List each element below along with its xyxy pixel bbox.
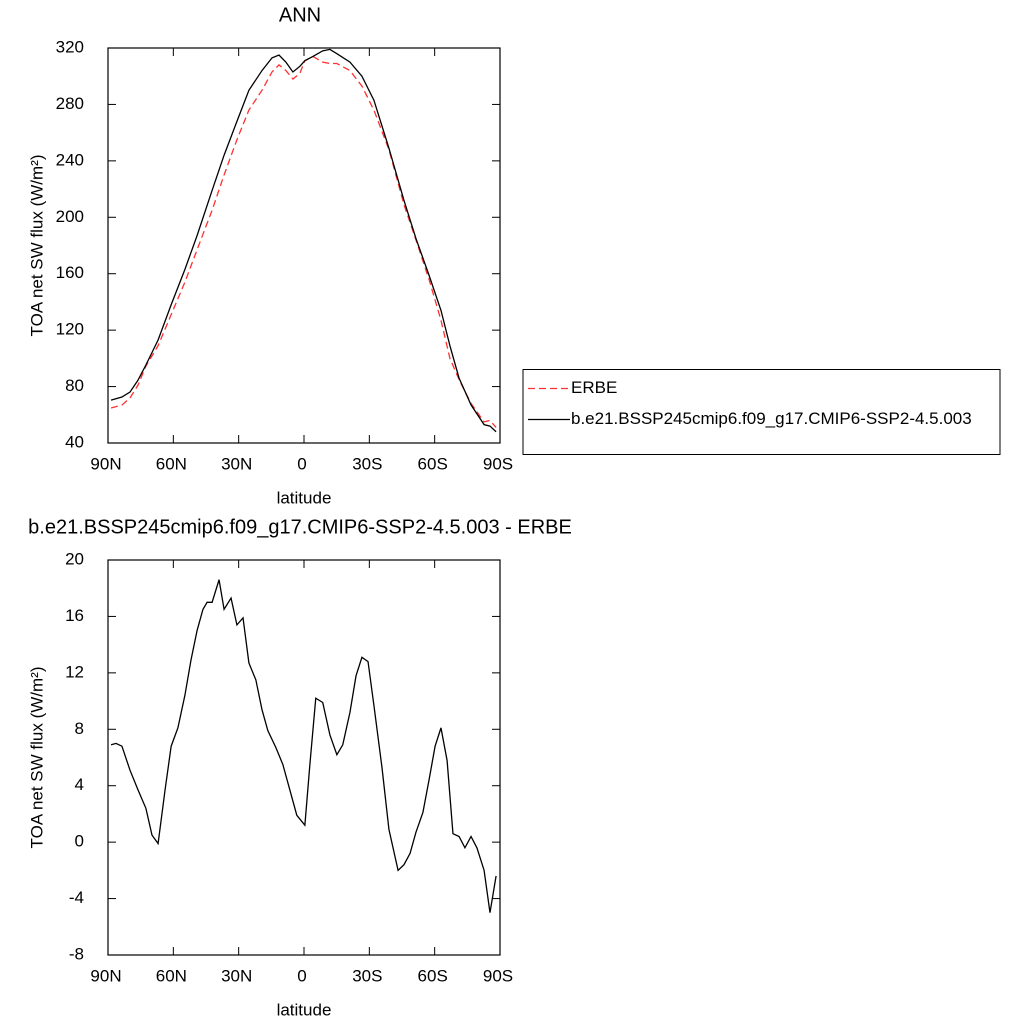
plot-frame [107,559,501,956]
series-line [110,55,497,428]
y-tick-label: 20 [65,549,84,568]
y-tick-label: -4 [69,888,84,907]
y-axis-label: TOA net SW flux (W/m²) [27,155,46,337]
legend-label: ERBE [571,378,617,397]
y-tick-label: 16 [65,606,84,625]
y-tick-label: 8 [75,719,84,738]
y-tick-label: 120 [56,320,84,339]
plot: ANN latitude TOA net SW flux (W/m²) 90N 60N 3… [27,4,513,507]
series-line [110,579,497,913]
x-tick-label: 60S [418,454,448,473]
x-tick-label: 30N [221,966,252,985]
y-tick-label: 4 [75,775,84,794]
x-axis-label: latitude [277,1000,332,1019]
x-tick-label: 30S [352,454,382,473]
y-tick-label: 80 [65,376,84,395]
y-tick-label: 12 [65,662,84,681]
y-axis-label: TOA net SW flux (W/m²) [27,667,46,849]
y-tick-label: 160 [56,263,84,282]
y-tick-label: 0 [75,832,84,851]
x-tick-label: 90S [483,966,513,985]
chart-title: ANN [279,4,321,26]
chart-title: b.e21.BSSP245cmip6.f09_g17.CMIP6-SSP2-4.… [28,516,572,538]
legend-box [522,369,1001,455]
x-tick-label: 60N [156,454,187,473]
y-tick-label: 280 [56,94,84,113]
legend: ERBE b.e21.BSSP245cmip6.f09_g17.CMIP6-SSP… [522,369,1001,455]
x-tick-label: 60N [156,966,187,985]
x-tick-label: 90N [90,454,121,473]
x-tick-label: 0 [297,966,306,985]
x-tick-label: 30S [352,966,382,985]
x-tick-label: 90N [90,966,121,985]
y-tick-label: -8 [69,944,84,963]
y-tick-label: 200 [56,207,84,226]
x-tick-label: 90S [483,454,513,473]
x-axis-label: latitude [277,488,332,507]
legend-label: b.e21.BSSP245cmip6.f09_g17.CMIP6-SSP2-4.… [571,409,972,428]
y-tick-label: 320 [56,37,84,56]
x-tick-label: 60S [418,966,448,985]
x-tick-label: 0 [297,454,306,473]
plot-frame [107,47,501,444]
y-tick-label: 240 [56,150,84,169]
y-tick-label: 40 [65,432,84,451]
x-tick-label: 30N [221,454,252,473]
plot: b.e21.BSSP245cmip6.f09_g17.CMIP6-SSP2-4.… [27,516,571,1019]
series-line [110,48,497,433]
